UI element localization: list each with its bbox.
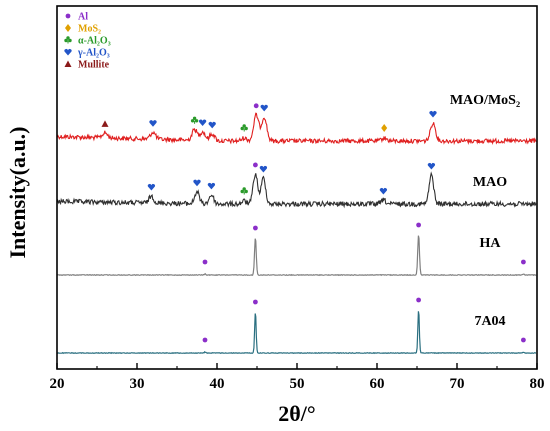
phase-marker-lobe: [244, 189, 248, 194]
legend-marker: [64, 36, 72, 44]
x-tick-label: 50: [290, 376, 305, 392]
phase-marker: [190, 116, 199, 124]
series-layer: [56, 112, 537, 355]
phase-marker: [253, 299, 258, 305]
series-line: [56, 112, 537, 146]
series-line: [57, 235, 537, 277]
legend-marker: [64, 60, 72, 67]
phase-marker-stem: [243, 191, 245, 195]
legend-marker: [65, 13, 71, 19]
series-label: 7A04: [474, 314, 505, 329]
phase-marker-lobe: [240, 126, 244, 131]
phase-marker-lobe: [244, 126, 248, 131]
legend-label: α-Al₂O₃: [78, 36, 111, 47]
series-label: HA: [480, 236, 502, 251]
x-tick-label: 20: [50, 376, 65, 392]
phase-marker: [253, 162, 258, 168]
phase-marker-stem: [194, 120, 196, 124]
legend-label: Mullite: [78, 60, 110, 71]
phase-marker: [240, 124, 248, 132]
phase-marker-lobe: [242, 187, 246, 191]
x-tick-label: 60: [370, 376, 385, 392]
phase-marker-lobe: [190, 119, 195, 123]
series-line: [56, 171, 537, 209]
phase-marker-stem: [243, 128, 245, 132]
phase-marker: [207, 182, 216, 190]
x-tick-label: 30: [130, 376, 145, 392]
phase-marker: [427, 162, 436, 170]
phase-marker: [260, 104, 268, 112]
phase-marker: [198, 119, 207, 127]
legend-marker: [64, 48, 72, 56]
legend-marker-lobe: [68, 38, 72, 43]
series-label: MAO: [473, 175, 507, 190]
series-label: MAO/MoS₂: [450, 93, 520, 108]
phase-marker: [253, 225, 258, 231]
phase-marker: [253, 103, 259, 109]
phase-marker-lobe: [242, 124, 246, 128]
x-axis-title: 2θ/°: [278, 401, 315, 426]
phase-marker-lobe: [194, 119, 199, 123]
phase-marker-layer: [101, 103, 526, 343]
axis-layer: 20 30 40 50 60 70 80: [50, 363, 545, 392]
phase-marker-lobe: [240, 189, 244, 194]
phase-marker: [521, 259, 526, 265]
phase-marker: [202, 337, 208, 343]
phase-marker: [379, 187, 388, 195]
phase-marker: [147, 183, 156, 191]
phase-marker: [149, 120, 157, 127]
phase-marker: [193, 179, 201, 187]
legend-marker-lobe: [66, 36, 70, 40]
x-tick-label: 40: [210, 376, 225, 392]
x-tick-label: 70: [450, 376, 465, 392]
phase-marker: [521, 337, 526, 343]
series-line: [57, 311, 537, 355]
phase-marker-lobe: [192, 116, 197, 121]
legend-label: Al: [78, 12, 88, 23]
legend-marker: [65, 24, 71, 32]
phase-marker: [381, 124, 388, 132]
phase-marker: [202, 259, 208, 265]
y-axis-title: Intensity(a.u.): [5, 126, 30, 258]
phase-marker: [208, 121, 216, 129]
phase-marker: [429, 110, 437, 118]
legend-label: γ-Al₂O₃: [77, 48, 110, 59]
phase-marker: [416, 297, 421, 303]
phase-marker: [240, 187, 248, 195]
legend-marker-stem: [67, 40, 69, 44]
legend-label: MoS₂: [78, 24, 101, 35]
x-tick-label: 80: [530, 376, 545, 392]
legend-marker-lobe: [64, 38, 68, 43]
phase-marker: [259, 165, 268, 173]
series-label-layer: MAO/MoS₂ MAO HA 7A04: [450, 93, 520, 329]
phase-marker: [101, 120, 109, 127]
plot-frame: [56, 5, 538, 370]
phase-marker: [416, 222, 421, 228]
